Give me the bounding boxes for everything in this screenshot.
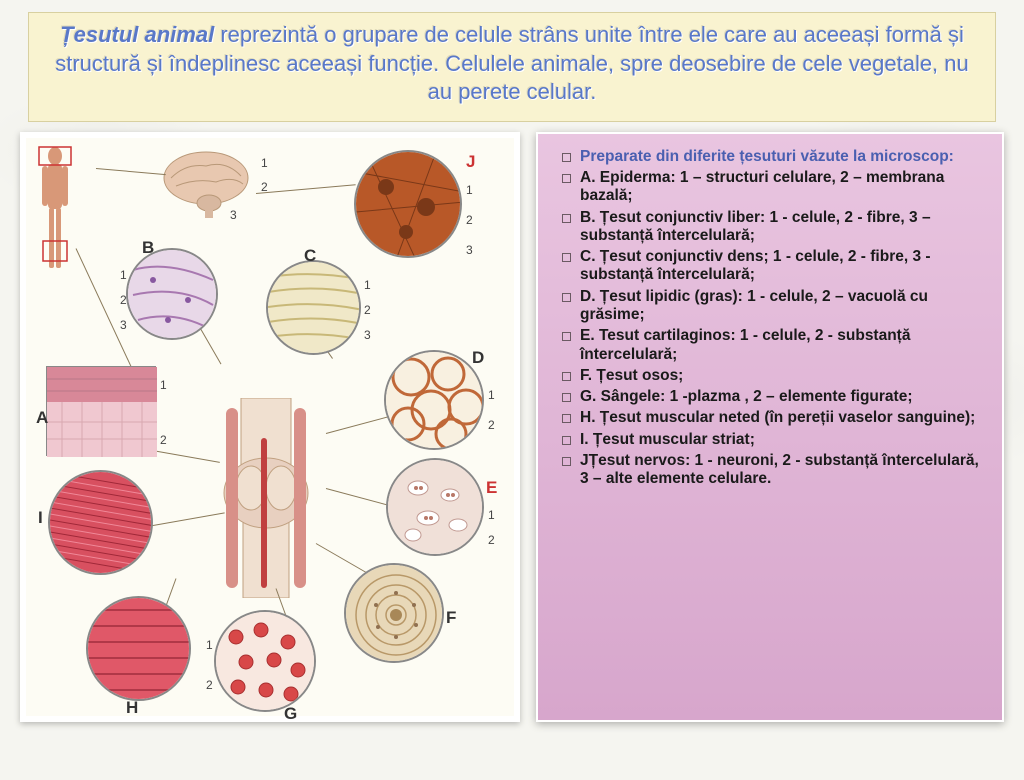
c-num-2: 2: [364, 303, 371, 317]
label-i: I: [38, 508, 43, 528]
list-item: C. Țesut conjunctiv dens; 1 - celule, 2 …: [558, 248, 988, 285]
tissue-e: [386, 458, 484, 556]
tissue-d: [384, 350, 484, 450]
brain-num-1: 1: [261, 156, 268, 170]
label-f: F: [446, 608, 456, 628]
human-figure-icon: [34, 146, 76, 301]
list-item: E. Tesut cartilaginos: 1 - celule, 2 - s…: [558, 327, 988, 364]
label-a: A: [36, 408, 48, 428]
label-g: G: [284, 704, 297, 724]
tissue-b: [126, 248, 218, 340]
j-num-3: 3: [466, 243, 473, 257]
info-list: Preparate din diferite țesuturi văzute l…: [558, 148, 988, 489]
info-panel: Preparate din diferite țesuturi văzute l…: [536, 132, 1004, 722]
j-num-2: 2: [466, 213, 473, 227]
tissue-a: [46, 366, 156, 456]
b-num-3: 3: [120, 318, 127, 332]
tissue-c: [266, 260, 361, 355]
c-num-1: 1: [364, 278, 371, 292]
label-e: E: [486, 478, 497, 498]
tissue-h: [86, 596, 191, 701]
knee-joint-icon: [201, 398, 331, 598]
b-num-2: 2: [120, 293, 127, 307]
d-num-1: 1: [488, 388, 495, 402]
tissue-f: [344, 563, 444, 663]
list-item: H. Țesut muscular neted (în pereții vase…: [558, 409, 988, 427]
e-num-2: 2: [488, 533, 495, 547]
list-item: I. Țesut muscular striat;: [558, 431, 988, 449]
label-c: C: [304, 246, 316, 266]
title-emphasis: Țesutul animal: [60, 22, 214, 47]
list-item: D. Țesut lipidic (gras): 1 - celule, 2 –…: [558, 288, 988, 325]
d-num-2: 2: [488, 418, 495, 432]
label-b: B: [142, 238, 154, 258]
list-item: B. Țesut conjunctiv liber: 1 - celule, 2…: [558, 209, 988, 246]
a-num-1: 1: [160, 378, 167, 392]
b-num-1: 1: [120, 268, 127, 282]
tissue-j: [354, 150, 462, 258]
brain-icon: [161, 148, 256, 218]
list-item: A. Epiderma: 1 – structuri celulare, 2 –…: [558, 169, 988, 206]
g-num-2: 2: [206, 678, 213, 692]
tissue-i: [48, 470, 153, 575]
label-j: J: [466, 152, 475, 172]
j-num-1: 1: [466, 183, 473, 197]
label-h: H: [126, 698, 138, 718]
c-num-3: 3: [364, 328, 371, 342]
tissue-g: [214, 610, 316, 712]
label-d: D: [472, 348, 484, 368]
content-row: 1 2 3 J 1 2: [0, 132, 1024, 722]
a-num-2: 2: [160, 433, 167, 447]
brain-num-3: 3: [230, 208, 237, 222]
tissue-diagram: 1 2 3 J 1 2: [20, 132, 520, 722]
title-banner: Țesutul animal reprezintă o grupare de c…: [28, 12, 996, 122]
list-heading: Preparate din diferite țesuturi văzute l…: [558, 148, 988, 166]
title-text: Țesutul animal reprezintă o grupare de c…: [49, 21, 975, 107]
list-item: JȚesut nervos: 1 - neuroni, 2 - substanț…: [558, 452, 988, 489]
e-num-1: 1: [488, 508, 495, 522]
list-item: F. Țesut osos;: [558, 367, 988, 385]
list-item: G. Sângele: 1 -plazma , 2 – elemente fig…: [558, 388, 988, 406]
g-num-1: 1: [206, 638, 213, 652]
